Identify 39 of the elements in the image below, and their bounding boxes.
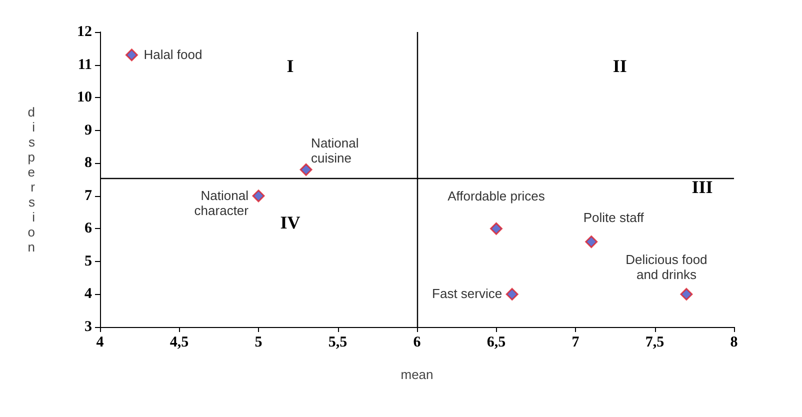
annotation: III: [692, 177, 713, 197]
annotation: National character: [194, 188, 250, 218]
x-tick-label: 4: [96, 334, 104, 350]
text: dispersion: [28, 104, 35, 254]
y-tick-label: 12: [77, 24, 92, 40]
point: [300, 163, 312, 176]
annotation: II: [612, 56, 627, 76]
x-tick-label: 8: [730, 334, 738, 350]
y-tick-label: 9: [84, 122, 92, 138]
annotation: Affordable prices: [448, 188, 546, 204]
x-tick-label: 5: [254, 334, 262, 350]
x-tick-label: 5,5: [328, 334, 348, 350]
annotation: Fast service: [432, 286, 502, 302]
point: [490, 222, 502, 235]
annotation: Polite staff: [583, 210, 644, 225]
y-tick-label: 10: [77, 90, 92, 106]
y-tick-label: 11: [78, 56, 92, 73]
y-tick-label: 5: [84, 253, 92, 270]
x-tick-label: 7,5: [645, 334, 664, 350]
point: [585, 236, 598, 248]
x-tick-label: 6: [413, 334, 422, 350]
y-tick-label: 3: [84, 319, 92, 335]
point: [252, 190, 265, 202]
annotation: National cuisine: [311, 136, 359, 166]
x-axis-title: mean: [400, 367, 434, 382]
x-tick-label: 4,5: [170, 334, 189, 350]
annotation: I: [286, 56, 294, 76]
annotation: Delicious food and drinks: [626, 252, 708, 282]
x-tick-label: 6,5: [486, 334, 506, 350]
annotation: IV: [280, 212, 300, 232]
x-tick-label: 7: [572, 334, 580, 350]
y-tick-label: 8: [84, 155, 92, 172]
point: [125, 48, 138, 62]
point: [680, 288, 693, 300]
y-tick-label: 7: [84, 188, 92, 204]
y-tick-label: 4: [84, 286, 92, 302]
y-tick-label: 6: [84, 220, 92, 237]
annotation: Halal food: [144, 46, 202, 62]
point: [506, 288, 518, 300]
